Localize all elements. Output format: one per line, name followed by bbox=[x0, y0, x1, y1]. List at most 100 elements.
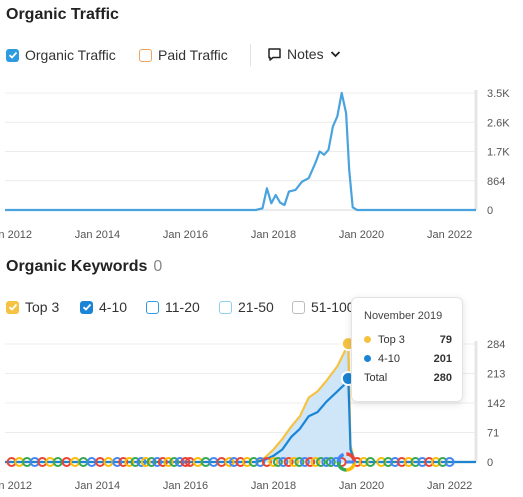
checkbox-checked-icon[interactable] bbox=[6, 48, 19, 62]
google-update-marker[interactable] bbox=[289, 457, 300, 467]
google-update-icon[interactable] bbox=[336, 452, 357, 472]
google-update-marker[interactable] bbox=[242, 457, 253, 467]
y-tick-label: 1.7K bbox=[487, 147, 510, 159]
checkbox-unchecked-icon[interactable] bbox=[139, 48, 152, 62]
organic-traffic-chart[interactable]: 3.5K 2.6K 1.7K 864 0 Jan 2012 Jan 2014 Jan 201… bbox=[0, 80, 523, 245]
google-update-marker[interactable] bbox=[403, 457, 414, 467]
legend-top-3[interactable]: Top 3 bbox=[6, 299, 59, 315]
google-update-marker[interactable] bbox=[417, 457, 428, 467]
y-tick-label: 284 bbox=[487, 339, 505, 351]
x-tick-label: Jan 2012 bbox=[0, 480, 32, 492]
legend-label: 4-10 bbox=[99, 299, 128, 315]
google-update-marker[interactable] bbox=[444, 457, 455, 467]
tooltip-date: November 2019 bbox=[364, 310, 443, 322]
y-tick-label: 0 bbox=[487, 457, 493, 469]
organic-traffic-series-line bbox=[5, 91, 476, 212]
google-update-marker[interactable] bbox=[283, 457, 294, 467]
checkbox-unchecked-icon[interactable] bbox=[146, 300, 159, 314]
google-update-marker[interactable] bbox=[130, 457, 141, 467]
google-update-marker[interactable] bbox=[294, 457, 305, 467]
google-update-marker[interactable] bbox=[118, 457, 129, 467]
legend-4-10[interactable]: 4-10 bbox=[80, 299, 127, 315]
google-update-marker[interactable] bbox=[424, 457, 435, 467]
google-update-marker[interactable] bbox=[152, 457, 163, 467]
dot-icon bbox=[364, 336, 371, 343]
y-tick-label: 0 bbox=[487, 205, 493, 217]
checkbox-checked-icon[interactable] bbox=[80, 300, 93, 314]
legend-organic-traffic[interactable]: Organic Traffic bbox=[6, 47, 116, 63]
tooltip-row-total: Total 280 bbox=[352, 368, 462, 387]
google-update-marker[interactable] bbox=[305, 457, 316, 467]
google-update-marker[interactable] bbox=[146, 457, 157, 467]
google-update-marker[interactable] bbox=[383, 457, 394, 467]
notes-dropdown[interactable]: Notes bbox=[267, 46, 341, 62]
google-update-marker[interactable] bbox=[174, 457, 185, 467]
notes-label: Notes bbox=[287, 46, 324, 62]
google-update-marker[interactable] bbox=[325, 457, 336, 467]
google-update-marker[interactable] bbox=[430, 457, 441, 467]
google-update-marker[interactable] bbox=[390, 457, 401, 467]
x-tick-label: Jan 2014 bbox=[75, 229, 120, 241]
google-update-marker[interactable] bbox=[224, 457, 235, 467]
google-update-marker[interactable] bbox=[358, 457, 369, 467]
legend-paid-traffic[interactable]: Paid Traffic bbox=[139, 47, 228, 63]
google-update-marker[interactable] bbox=[261, 457, 272, 467]
x-tick-label: Jan 2016 bbox=[163, 480, 208, 492]
y-tick-label: 71 bbox=[487, 428, 499, 440]
google-update-marker[interactable] bbox=[272, 457, 283, 467]
google-update-marker[interactable] bbox=[228, 457, 239, 467]
google-update-marker[interactable] bbox=[169, 457, 180, 467]
google-update-marker[interactable] bbox=[180, 457, 191, 467]
tooltip-total-label: Total bbox=[364, 371, 388, 384]
google-update-marker[interactable] bbox=[248, 457, 259, 467]
legend-label: Top 3 bbox=[25, 299, 60, 315]
organic-traffic-title: Organic Traffic bbox=[6, 6, 119, 23]
google-update-marker[interactable] bbox=[124, 457, 135, 467]
google-update-marker[interactable] bbox=[299, 457, 310, 467]
legend-label: Paid Traffic bbox=[158, 47, 228, 63]
y-tick-label: 142 bbox=[487, 398, 505, 410]
google-update-marker[interactable] bbox=[235, 457, 246, 467]
google-update-marker[interactable] bbox=[163, 457, 174, 467]
google-update-marker[interactable] bbox=[136, 457, 147, 467]
y-tick-label: 2.6K bbox=[487, 117, 510, 129]
checkbox-unchecked-icon[interactable] bbox=[292, 300, 305, 314]
comment-icon bbox=[267, 47, 282, 62]
organic-keywords-chart[interactable]: 284 213 142 71 0 Jan 2012 Jan 2014 Jan 2016 Jan… bbox=[0, 330, 523, 497]
google-update-marker[interactable] bbox=[112, 457, 123, 467]
google-update-marker[interactable] bbox=[321, 457, 332, 467]
google-update-marker[interactable] bbox=[365, 457, 376, 467]
google-update-marker[interactable] bbox=[331, 457, 342, 467]
x-tick-label: Jan 2014 bbox=[75, 480, 120, 492]
legend-21-50[interactable]: 21-50 bbox=[219, 299, 274, 315]
x-tick-label: Jan 2018 bbox=[251, 229, 296, 241]
google-update-marker[interactable] bbox=[315, 457, 326, 467]
google-update-markers[interactable] bbox=[6, 457, 455, 467]
y-tick-label: 213 bbox=[487, 369, 505, 381]
google-update-marker[interactable] bbox=[255, 457, 266, 467]
google-update-marker[interactable] bbox=[140, 457, 151, 467]
legend-51-100[interactable]: 51-100 bbox=[292, 299, 355, 315]
tooltip-row-value: 201 bbox=[433, 352, 452, 365]
legend-11-20[interactable]: 11-20 bbox=[146, 299, 200, 315]
chevron-down-icon bbox=[330, 50, 341, 58]
checkbox-checked-icon[interactable] bbox=[6, 300, 19, 314]
organic-keywords-title-text: Organic Keywords bbox=[6, 258, 148, 275]
google-update-marker[interactable] bbox=[376, 457, 387, 467]
tooltip-row-top-3: Top 3 79 bbox=[352, 330, 462, 349]
legend-divider bbox=[250, 44, 251, 66]
google-update-marker[interactable] bbox=[437, 457, 448, 467]
google-update-marker[interactable] bbox=[157, 457, 168, 467]
legend-label: 21-50 bbox=[238, 299, 274, 315]
x-tick-label: Jan 2018 bbox=[251, 480, 296, 492]
google-update-marker[interactable] bbox=[268, 457, 279, 467]
google-update-marker[interactable] bbox=[310, 457, 321, 467]
checkbox-unchecked-icon[interactable] bbox=[219, 300, 232, 314]
dot-icon bbox=[364, 355, 371, 362]
legend-label: Organic Traffic bbox=[25, 47, 116, 63]
google-update-marker[interactable] bbox=[396, 457, 407, 467]
google-update-marker[interactable] bbox=[410, 457, 421, 467]
tooltip-row-4-10: 4-10 201 bbox=[352, 349, 462, 368]
google-update-marker[interactable] bbox=[278, 457, 289, 467]
legend-label: 51-100 bbox=[311, 299, 355, 315]
